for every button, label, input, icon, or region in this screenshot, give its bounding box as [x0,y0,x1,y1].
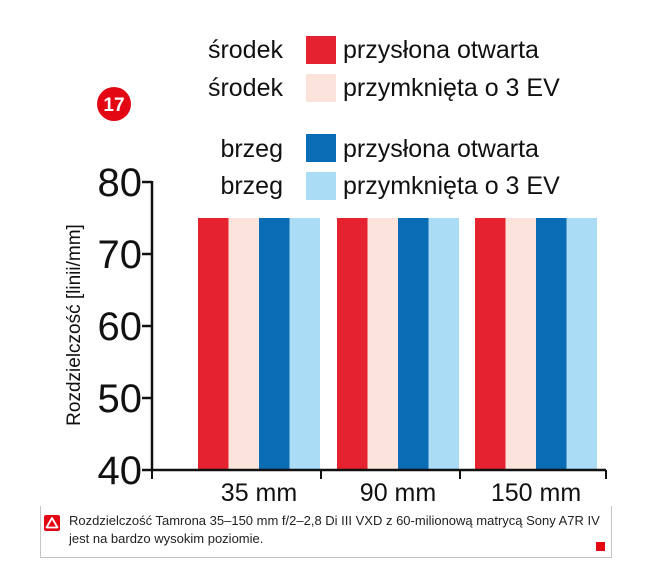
y-tick-label: 60 [98,305,143,349]
chart: 17 środek przysłona otwarta środek przym… [64,36,607,506]
legend: środek przysłona otwarta środek przymkni… [208,36,560,200]
bar [337,218,368,470]
legend-swatch [306,36,336,64]
bar [428,218,459,470]
x-tick-label: 90 mm [360,479,436,506]
y-tick-label: 50 [98,377,143,421]
bar [367,218,398,470]
legend-label: przysłona otwarta [343,135,539,163]
legend-group-label: środek [208,74,284,102]
figure-number-badge [97,87,131,121]
legend-group-label: brzeg [220,135,283,163]
x-tick-label: 35 mm [221,479,297,506]
y-tick-label: 40 [98,449,143,493]
legend-swatch [306,74,336,102]
y-tick-label: 70 [98,233,143,277]
legend-group-label: środek [208,36,284,64]
warning-triangle-icon [44,515,60,531]
figure-number: 17 [103,95,124,116]
x-tick-label: 150 mm [491,479,581,506]
bar [289,218,320,470]
caption-corner-mark [596,542,605,551]
legend-label: przymknięta o 3 EV [343,74,560,102]
bar [475,218,506,470]
caption-box: Rozdzielczość Tamrona 35–150 mm f/2–2,8 … [40,506,612,558]
bar [536,218,567,470]
bar [228,218,259,470]
legend-label: przymknięta o 3 EV [343,172,560,200]
legend-swatch [306,134,336,162]
legend-swatch [306,172,336,200]
y-tick-label: 80 [98,161,143,205]
bar [259,218,290,470]
legend-label: przysłona otwarta [343,36,539,64]
legend-group-label: brzeg [220,172,283,200]
bar [566,218,597,470]
bar [398,218,429,470]
y-axis-label: Rozdzielczość [linii/mm] [64,224,85,426]
caption-text: Rozdzielczość Tamrona 35–150 mm f/2–2,8 … [69,513,600,546]
bar [198,218,229,470]
bar [505,218,536,470]
